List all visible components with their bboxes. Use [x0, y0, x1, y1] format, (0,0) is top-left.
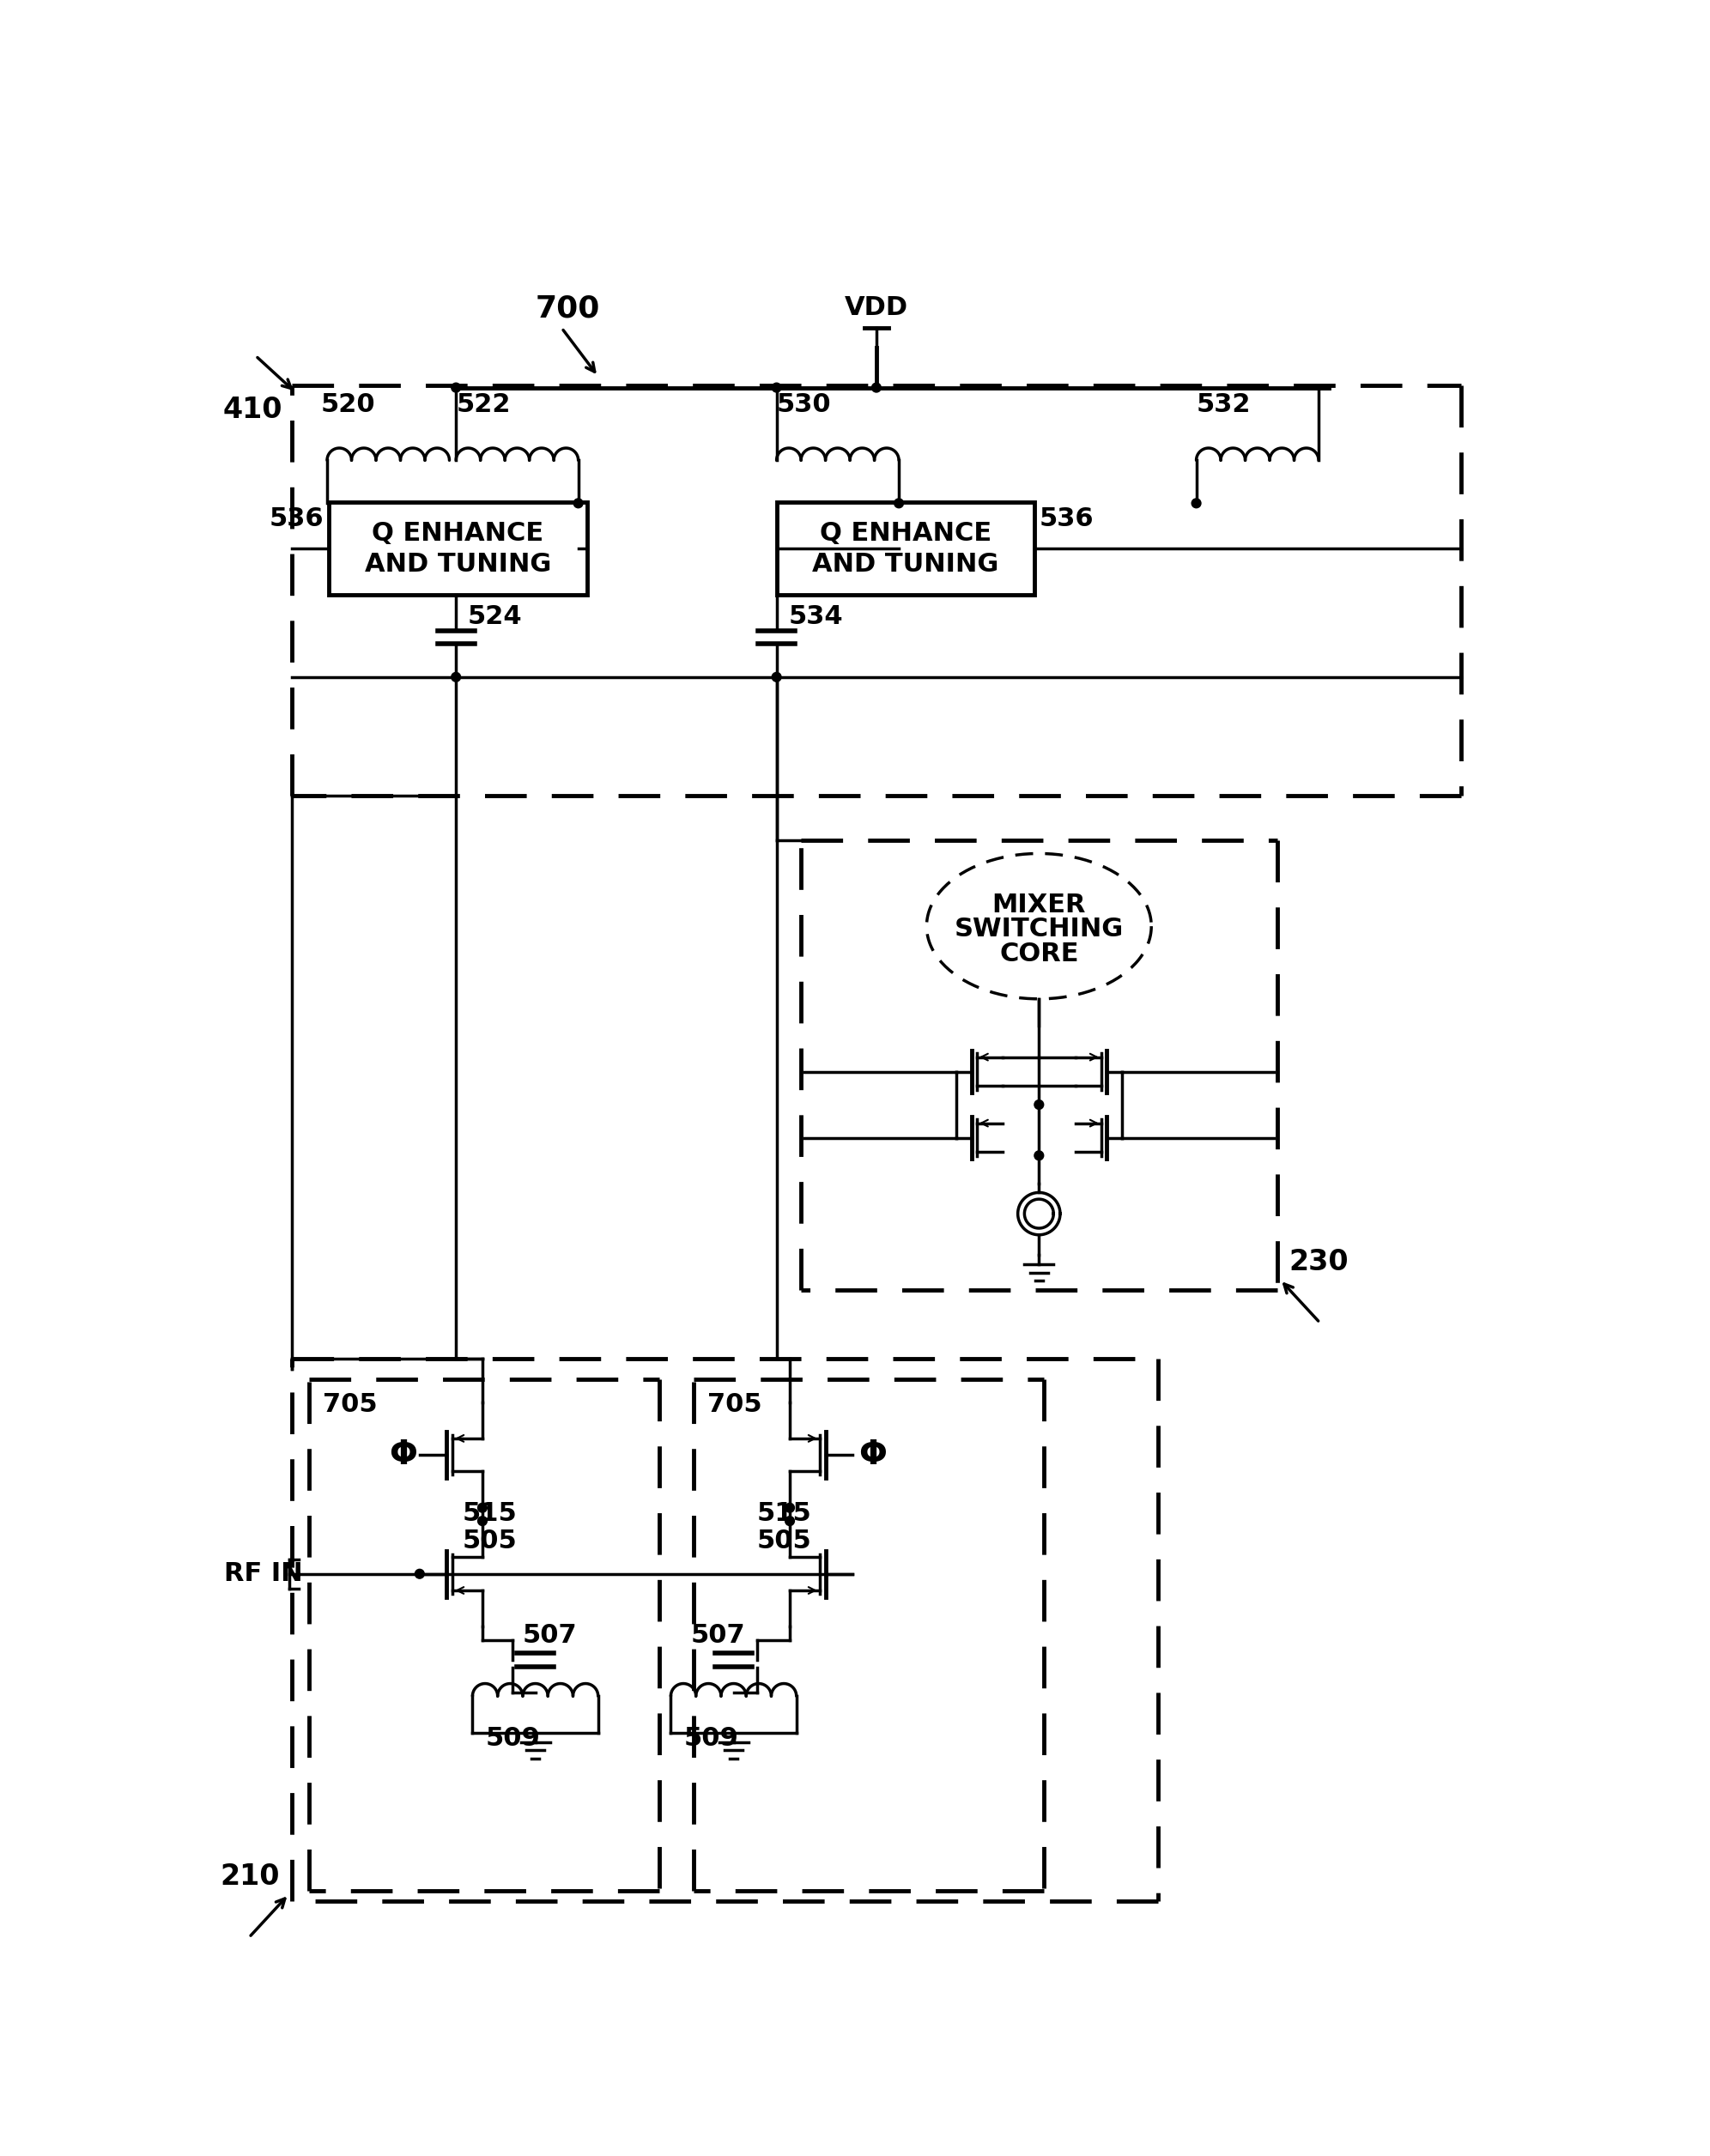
Text: 705: 705	[323, 1393, 378, 1416]
Text: 705: 705	[708, 1393, 761, 1416]
Text: 505: 505	[758, 1529, 812, 1554]
Text: 230: 230	[1289, 1248, 1349, 1276]
Text: 505: 505	[463, 1529, 518, 1554]
Text: 522: 522	[457, 392, 511, 418]
Text: 509: 509	[684, 1725, 739, 1751]
Circle shape	[416, 1570, 424, 1578]
Text: 210: 210	[221, 1863, 280, 1891]
Circle shape	[872, 384, 881, 392]
Circle shape	[894, 498, 903, 509]
Circle shape	[573, 498, 583, 509]
Text: 532: 532	[1197, 392, 1250, 418]
Text: 515: 515	[463, 1501, 518, 1526]
Text: Φ: Φ	[858, 1438, 886, 1470]
Text: Q ENHANCE: Q ENHANCE	[819, 522, 992, 545]
Circle shape	[451, 384, 460, 392]
Text: 536: 536	[268, 507, 323, 530]
Text: 515: 515	[758, 1501, 812, 1526]
Text: Q ENHANCE: Q ENHANCE	[373, 522, 544, 545]
Text: 520: 520	[320, 392, 374, 418]
Circle shape	[771, 384, 781, 392]
Circle shape	[451, 673, 460, 681]
Text: 507: 507	[522, 1623, 576, 1649]
Text: AND TUNING: AND TUNING	[812, 552, 999, 578]
Text: 507: 507	[691, 1623, 746, 1649]
Text: CORE: CORE	[999, 942, 1079, 966]
Text: 536: 536	[1040, 507, 1094, 530]
Text: 530: 530	[776, 392, 831, 418]
Text: 509: 509	[486, 1725, 540, 1751]
Circle shape	[477, 1516, 487, 1526]
Circle shape	[785, 1503, 795, 1511]
Text: 534: 534	[788, 604, 843, 630]
Circle shape	[785, 1516, 795, 1526]
Text: AND TUNING: AND TUNING	[364, 552, 551, 578]
Circle shape	[477, 1503, 487, 1511]
Text: 700: 700	[535, 293, 600, 323]
Text: MIXER: MIXER	[992, 893, 1086, 918]
Text: 410: 410	[222, 395, 282, 425]
Text: SWITCHING: SWITCHING	[954, 916, 1123, 942]
Text: VDD: VDD	[845, 295, 908, 321]
Bar	[776, 502, 1035, 595]
Circle shape	[1192, 498, 1200, 509]
Circle shape	[1035, 1151, 1043, 1160]
Bar	[328, 502, 587, 595]
Text: RF IN: RF IN	[224, 1561, 303, 1587]
Circle shape	[1035, 1100, 1043, 1110]
Circle shape	[771, 673, 781, 681]
Text: 524: 524	[469, 604, 523, 630]
Text: Φ: Φ	[388, 1438, 417, 1470]
